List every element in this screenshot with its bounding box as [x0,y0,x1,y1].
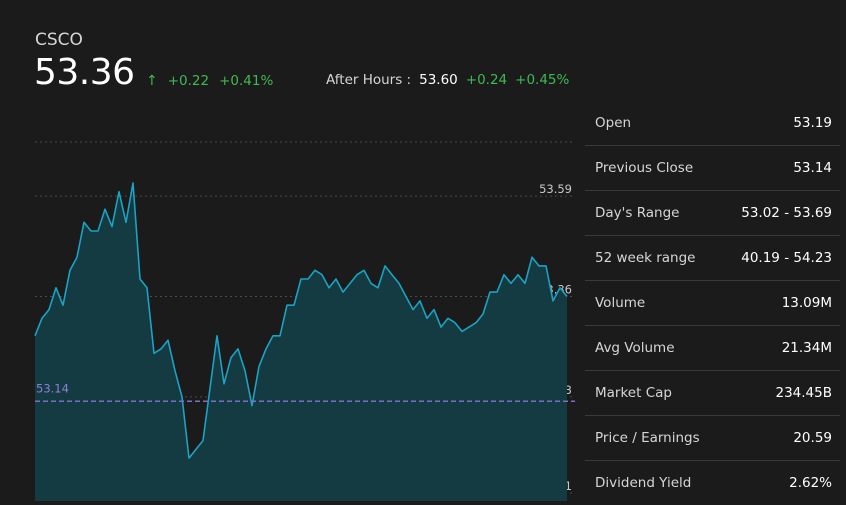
stat-row-market-cap: Market Cap 234.45B [585,371,840,416]
stat-row-days-range: Day's Range 53.02 - 53.69 [585,191,840,236]
stat-label: Dividend Yield [595,475,692,491]
stat-value: 2.62% [789,475,832,491]
stat-label: Previous Close [595,160,694,176]
arrow-up-icon: ↑ [146,73,158,89]
stat-row-price-earnings: Price / Earnings 20.59 [585,416,840,461]
stat-row-previous-close: Previous Close 53.14 [585,146,840,191]
price-area [35,183,567,501]
stat-label: Avg Volume [595,340,675,356]
ticker-symbol: CSCO [35,30,83,50]
stat-value: 20.59 [793,430,832,446]
stat-value: 21.34M [781,340,832,356]
stat-row-open: Open 53.19 [585,101,840,146]
change-value: +0.22 [167,73,210,89]
stat-row-volume: Volume 13.09M [585,281,840,326]
stat-row-52-week-range: 52 week range 40.19 - 54.23 [585,236,840,281]
price-line [34,182,568,459]
stat-label: Day's Range [595,205,680,221]
price-change: ↑ +0.22 +0.41% [146,73,273,89]
after-hours-change: +0.24 [465,72,508,88]
stat-value: 40.19 - 54.23 [741,250,832,266]
stat-value: 53.19 [793,115,832,131]
stat-label: Market Cap [595,385,672,401]
previous-close-label: 53.14 [36,381,69,395]
y-tick-label: 53.59 [539,182,572,196]
current-price: 53.36 [34,52,135,93]
stat-label: Price / Earnings [595,430,700,446]
stat-value: 234.45B [775,385,833,401]
stat-row-avg-volume: Avg Volume 21.34M [585,326,840,371]
stat-value: 13.09M [781,295,832,311]
stat-label: Volume [595,295,646,311]
stat-label: 52 week range [595,250,696,266]
after-hours-price: 53.60 [419,72,458,88]
stat-value: 53.14 [793,160,832,176]
after-hours: After Hours : 53.60 +0.24 +0.45% [326,72,569,88]
change-percent: +0.41% [219,73,274,89]
stat-value: 53.02 - 53.69 [741,205,832,221]
after-hours-percent: +0.45% [515,72,570,88]
stats-table: Open 53.19 Previous Close 53.14 Day's Rang… [585,101,840,505]
after-hours-label: After Hours : [326,72,412,88]
stat-row-dividend-yield: Dividend Yield 2.62% [585,461,840,505]
stat-label: Open [595,115,632,131]
